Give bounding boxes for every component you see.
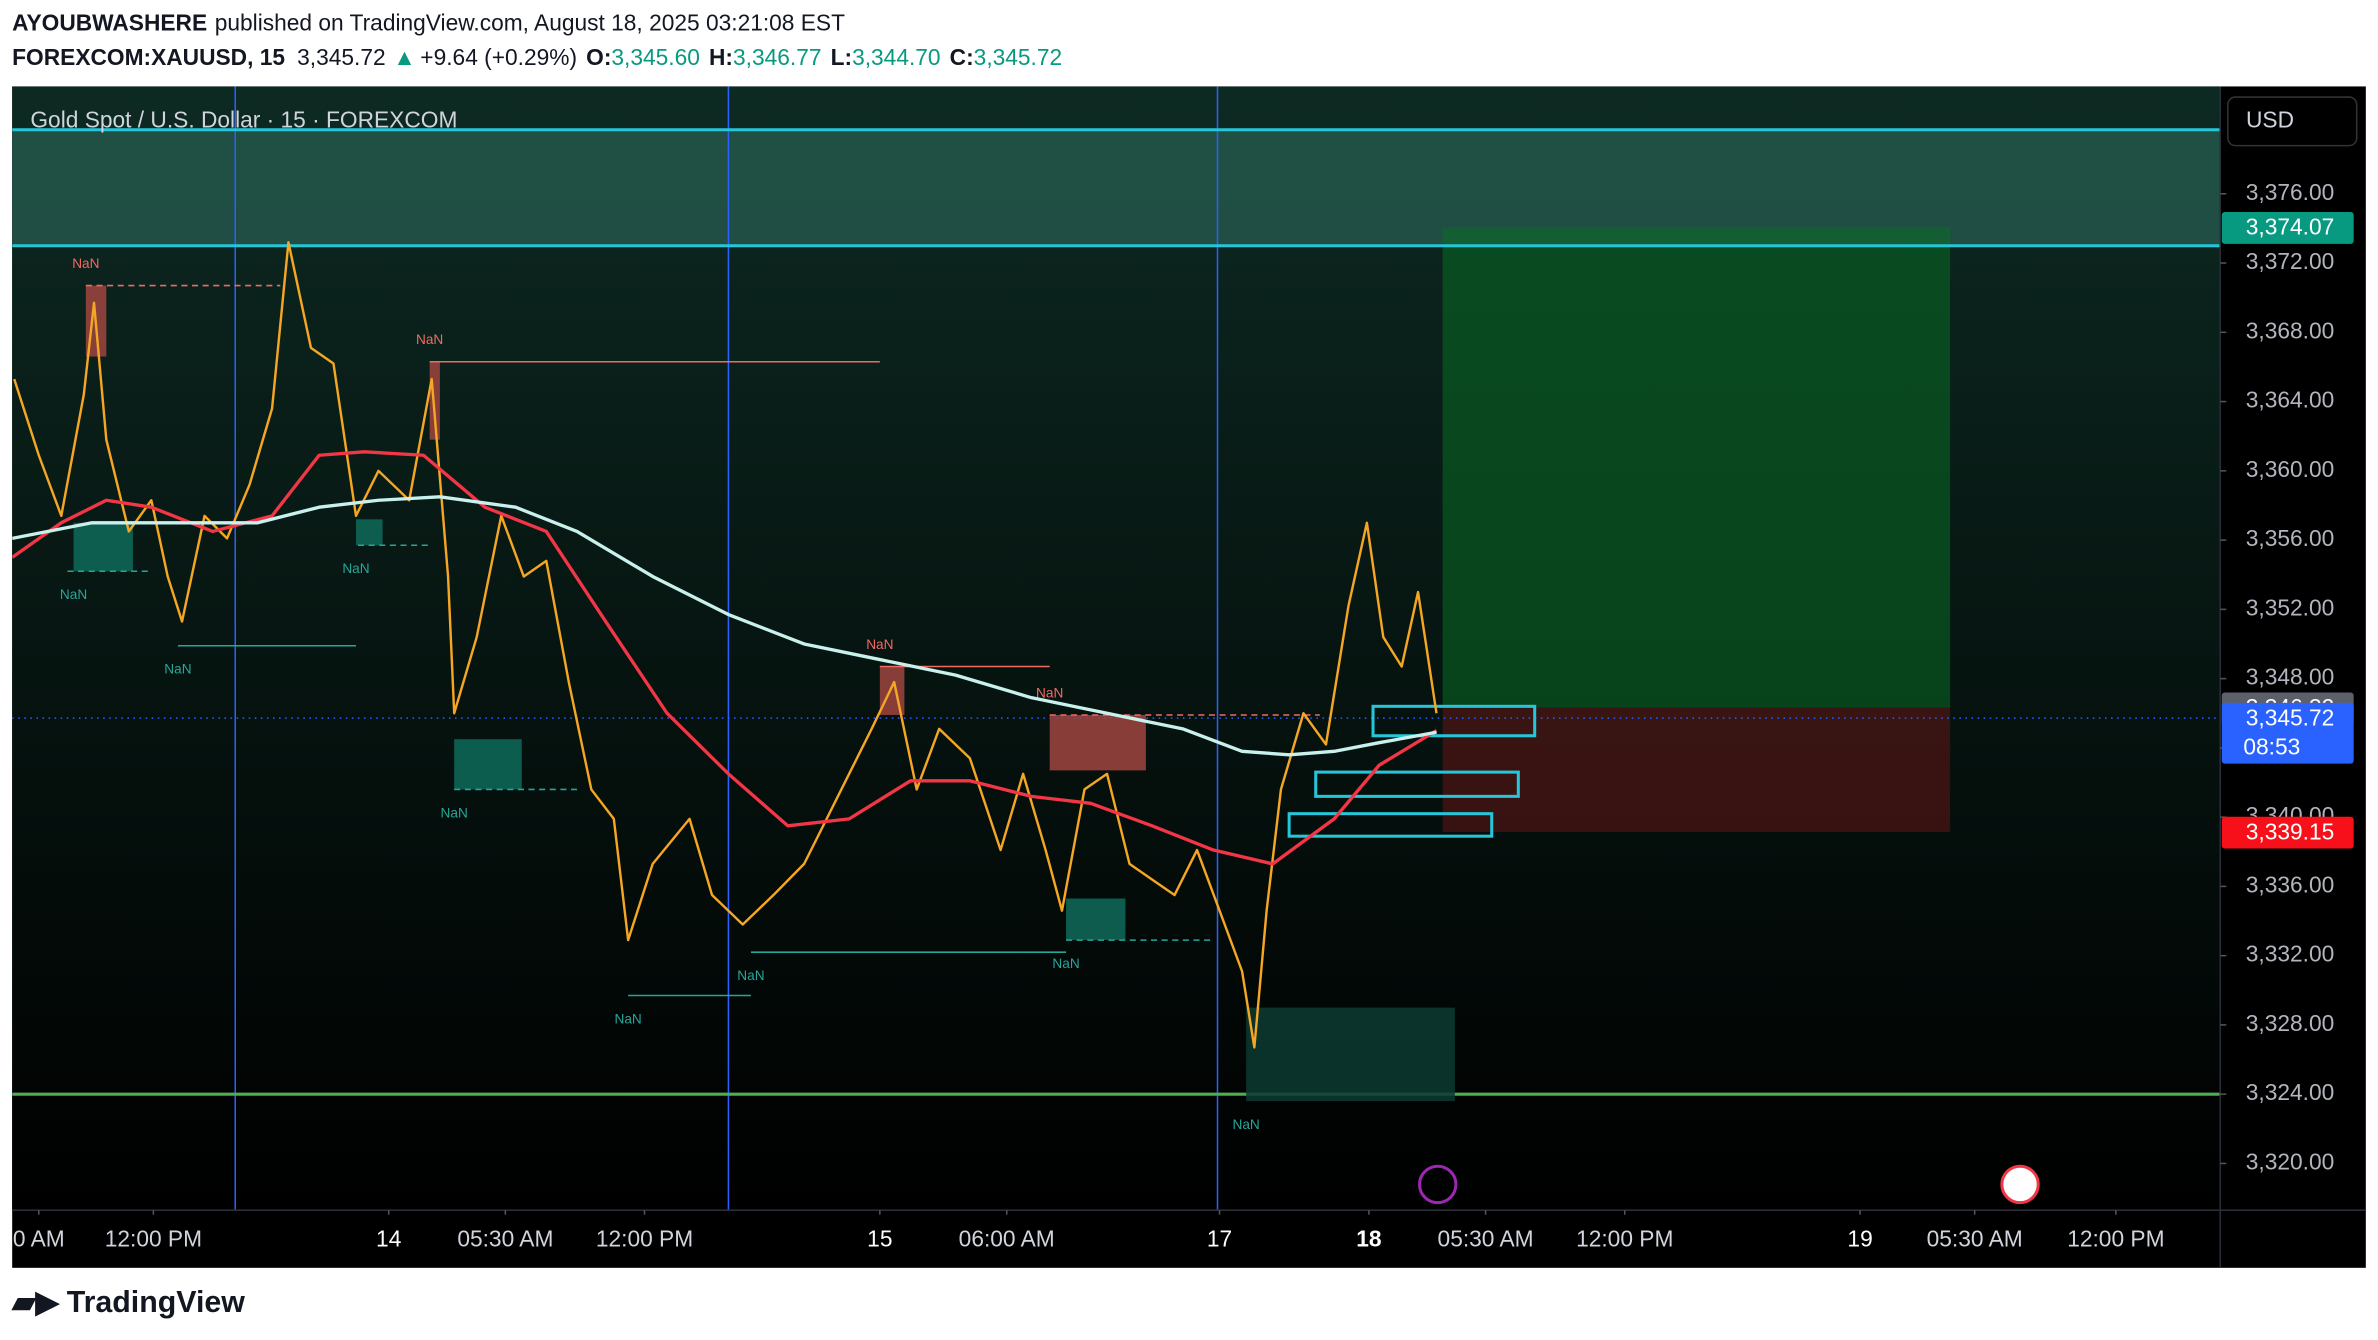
y-tick-label: 3,324.00 <box>2246 1079 2335 1105</box>
zone-label: NaN <box>60 587 87 602</box>
y-tick-label: 3,356.00 <box>2246 525 2335 551</box>
y-tick-label: 3,360.00 <box>2246 456 2335 482</box>
x-tick-label: 12:00 PM <box>105 1226 202 1252</box>
x-tick-label: 12:00 PM <box>2067 1226 2164 1252</box>
arrow: ▲ <box>393 44 416 70</box>
x-tick-label: 06:00 AM <box>959 1226 1055 1252</box>
resistance-zone <box>12 129 2221 246</box>
brand-logo: ▰▶ <box>11 1286 60 1319</box>
position-stop <box>1442 707 1951 832</box>
y-tick-label: 3,372.00 <box>2246 248 2335 274</box>
zone <box>1287 812 1494 838</box>
moving-average <box>12 450 1438 866</box>
y-tick-label: 3,376.00 <box>2246 179 2335 205</box>
y-tick-label: 3,364.00 <box>2246 387 2335 413</box>
x-tick-label: 15 <box>867 1226 892 1252</box>
zone <box>1066 898 1126 941</box>
x-tick-label: 14 <box>376 1226 401 1252</box>
price-line <box>13 241 1438 1049</box>
price-label: 3,339.15 <box>2246 818 2335 844</box>
x-tick-label: 17 <box>1207 1226 1232 1252</box>
plot: NaN NaN NaN NaN NaN NaN NaN NaN NaN NaN NaN NaN <box>12 86 2221 1211</box>
x-tick-label: 18 <box>1356 1226 1381 1252</box>
zone <box>1314 770 1520 798</box>
countdown: 08:53 <box>2243 733 2300 759</box>
x-tick-label: 0 AM <box>13 1226 65 1252</box>
y-tick-label: 3,320.00 <box>2246 1148 2335 1174</box>
zone-label: NaN <box>1036 685 1063 700</box>
zone-label: NaN <box>1052 956 1079 971</box>
price-label-box <box>2221 816 2354 849</box>
zone <box>1246 1007 1455 1102</box>
price-label: 3,374.07 <box>2246 214 2335 240</box>
x-tick-label: 12:00 PM <box>596 1226 693 1252</box>
chart-title: Gold Spot / U.S. Dollar · 15 · FOREXCOM <box>30 106 457 132</box>
price-label-box <box>2221 702 2354 764</box>
y-tick-label: 3,328.00 <box>2246 1010 2335 1036</box>
zone-label: NaN <box>72 256 99 271</box>
price-label: 3,345.72 <box>2246 705 2335 731</box>
change: +9.64 (+0.29%) <box>420 44 577 70</box>
segment-label: NaN <box>737 968 764 983</box>
brand: TradingView <box>67 1286 245 1319</box>
zone-label: NaN <box>342 561 369 576</box>
x-tick-label: 05:30 AM <box>1438 1226 1534 1252</box>
price-label-box <box>2221 212 2354 244</box>
l-label: L: <box>831 44 852 70</box>
segment-label: NaN <box>164 662 191 677</box>
h-value: 3,346.77 <box>733 44 822 70</box>
header-line-1: AYOUBWASHERE published on TradingView.com… <box>12 9 845 35</box>
x-tick-label: 12:00 PM <box>1576 1226 1673 1252</box>
x-tick-label: 19 <box>1847 1226 1872 1252</box>
zone <box>355 519 383 546</box>
header-line-2: FOREXCOM:XAUUSD, 15 3,345.72 ▲ +9.64 (+0.29… <box>12 44 1062 70</box>
flag-icon[interactable] <box>2000 1164 2040 1205</box>
y-tick-label: 3,352.00 <box>2246 594 2335 620</box>
price: 3,345.72 <box>297 44 386 70</box>
published: published on TradingView.com, August 18,… <box>215 9 845 35</box>
c-label: C: <box>950 44 974 70</box>
zone <box>429 361 440 440</box>
author: AYOUBWASHERE <box>12 9 207 35</box>
x-tick-label: 05:30 AM <box>1927 1226 2023 1252</box>
x-tick-label: 05:30 AM <box>457 1226 553 1252</box>
currency-button[interactable] <box>2227 96 2358 147</box>
l-value: 3,344.70 <box>852 44 941 70</box>
y-tick-label: 3,336.00 <box>2246 871 2335 897</box>
symbol: FOREXCOM:XAUUSD, 15 <box>12 44 285 70</box>
segment-label: NaN <box>615 1011 642 1026</box>
y-tick-label: 3,332.00 <box>2246 941 2335 967</box>
event-icon[interactable] <box>1417 1164 1458 1205</box>
zone-label: NaN <box>416 332 443 347</box>
zone-label: NaN <box>441 805 468 820</box>
zone <box>1371 704 1537 738</box>
position-target <box>1442 227 1951 708</box>
currency: USD <box>2246 106 2294 132</box>
y-tick-label: 3,348.00 <box>2246 664 2335 690</box>
h-label: H: <box>709 44 733 70</box>
moving-average <box>12 495 1437 757</box>
o-label: O: <box>586 44 611 70</box>
zone-label: NaN <box>866 637 893 652</box>
zone-label: NaN <box>1233 1117 1260 1132</box>
zone <box>73 522 133 572</box>
c-value: 3,345.72 <box>974 44 1063 70</box>
zone <box>454 739 522 790</box>
y-tick-label: 3,368.00 <box>2246 317 2335 343</box>
o-value: 3,345.60 <box>611 44 699 70</box>
zone <box>1049 714 1146 771</box>
